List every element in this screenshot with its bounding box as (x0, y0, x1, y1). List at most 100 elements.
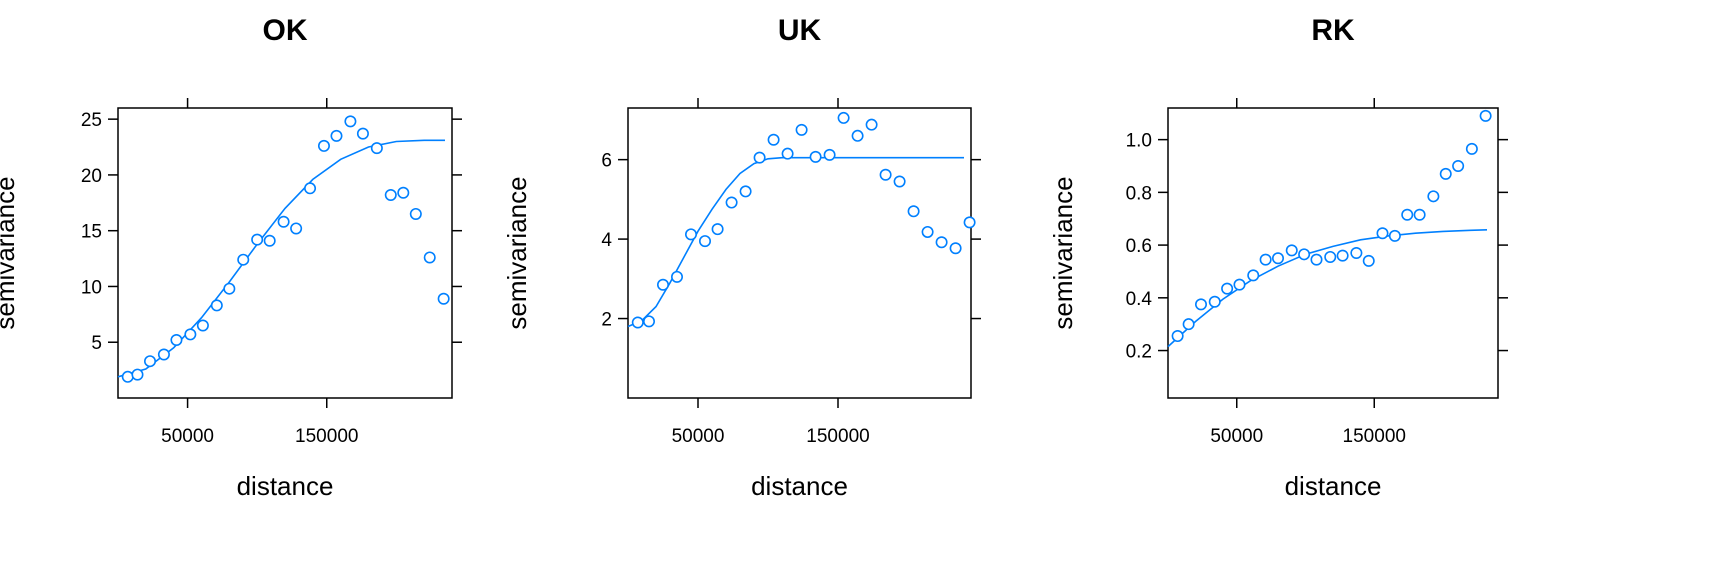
panel-ok: OK 50000 150000 5 10 15 20 25 distance semivarian… (0, 14, 462, 501)
data-point (1310, 253, 1323, 266)
data-point (437, 292, 450, 305)
data-point (1362, 254, 1375, 267)
data-point (1298, 248, 1311, 261)
data-point (1324, 250, 1337, 263)
y-tick-label: 4 (601, 230, 612, 251)
panel-rk: RK 50000 150000 0.2 0.4 0.6 0.8 1.0 distance semi… (1048, 14, 1508, 501)
data-point (223, 282, 236, 295)
data-point (1388, 229, 1401, 242)
data-point (370, 142, 383, 155)
data-point (711, 223, 724, 236)
y-axis-title: semivariance (502, 176, 532, 329)
data-point (1182, 318, 1195, 331)
y-tick-label: 5 (91, 333, 102, 354)
x-axis-title: distance (237, 471, 334, 501)
x-tick-label: 150000 (1343, 426, 1406, 447)
data-point (1439, 167, 1452, 180)
data-point (170, 333, 183, 346)
data-point (935, 236, 948, 249)
y-tick-label: 1.0 (1126, 131, 1152, 152)
data-point (1195, 298, 1208, 311)
data-point (753, 151, 766, 164)
data-point (210, 299, 223, 312)
plot-frame (627, 107, 972, 399)
data-point (290, 222, 303, 235)
plot-frame (117, 107, 453, 399)
data-point (1479, 109, 1492, 122)
data-point (921, 225, 934, 238)
data-point (631, 316, 644, 329)
panel-title: RK (1311, 14, 1355, 47)
data-point (1427, 190, 1440, 203)
y-tick-label: 0.4 (1126, 289, 1153, 310)
data-point (1401, 208, 1414, 221)
y-tick-label: 20 (81, 166, 102, 187)
data-point (144, 355, 157, 368)
data-point (851, 129, 864, 142)
data-point (698, 235, 711, 248)
y-axis-title: semivariance (0, 176, 20, 329)
data-point (893, 175, 906, 188)
data-point (304, 182, 317, 195)
y-tick-label: 6 (601, 151, 612, 172)
panel-title: OK (263, 14, 308, 47)
data-point (317, 139, 330, 152)
data-point (865, 118, 878, 131)
x-tick-label: 50000 (672, 426, 725, 447)
data-point (1221, 282, 1234, 295)
data-point (1259, 253, 1272, 266)
data-point (157, 348, 170, 361)
x-axis-title: distance (1285, 471, 1382, 501)
data-point (795, 123, 808, 136)
data-point (1336, 249, 1349, 262)
panel-uk: UK 50000 150000 2 4 6 distance semivariance (502, 14, 981, 501)
data-point (131, 368, 144, 381)
x-axis-title: distance (751, 471, 848, 501)
plot-frame (1167, 107, 1499, 399)
y-tick-label: 0.8 (1126, 183, 1152, 204)
data-point (781, 147, 794, 160)
data-point (725, 196, 738, 209)
data-point (1233, 278, 1246, 291)
y-tick-label: 15 (81, 222, 102, 243)
data-point (1272, 252, 1285, 265)
x-tick-label: 150000 (295, 426, 358, 447)
data-point (670, 270, 683, 283)
y-tick-label: 2 (601, 310, 612, 331)
data-point (344, 115, 357, 128)
data-point (1285, 244, 1298, 257)
data-point (1208, 295, 1221, 308)
data-point (409, 207, 422, 220)
data-point (1247, 269, 1260, 282)
y-tick-label: 25 (81, 110, 102, 131)
data-point (251, 233, 264, 246)
model-curve (117, 139, 445, 378)
y-tick-label: 10 (81, 277, 102, 298)
data-point (767, 133, 780, 146)
data-point (423, 251, 436, 264)
y-tick-label: 0.2 (1126, 342, 1152, 363)
data-point (656, 278, 669, 291)
data-point (642, 315, 655, 328)
data-point (384, 189, 397, 202)
data-point (184, 328, 197, 341)
data-point (196, 319, 209, 332)
data-point (277, 215, 290, 228)
data-point (809, 150, 822, 163)
model-curve (627, 156, 964, 328)
model-curve (1167, 229, 1488, 348)
data-point (397, 186, 410, 199)
data-point (121, 370, 134, 383)
data-point (907, 205, 920, 218)
data-point (1171, 330, 1184, 343)
data-point (823, 148, 836, 161)
data-point (949, 242, 962, 255)
data-point (1413, 208, 1426, 221)
data-point (330, 129, 343, 142)
data-point (1376, 227, 1389, 240)
data-point (263, 234, 276, 247)
data-point (237, 253, 250, 266)
data-point (1465, 142, 1478, 155)
